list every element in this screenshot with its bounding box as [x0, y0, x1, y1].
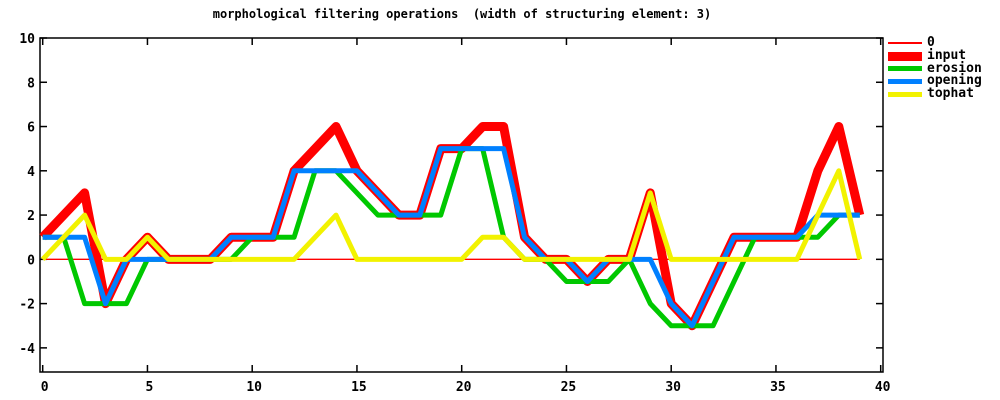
y-tick-label: 6 — [27, 121, 35, 136]
legend-item-erosion: erosion — [888, 62, 982, 75]
x-tick-label: 5 — [146, 380, 154, 395]
legend-label: tophat — [927, 86, 974, 102]
y-tick-label: 8 — [27, 76, 35, 91]
chart-title: morphological filtering operations (widt… — [212, 7, 712, 21]
legend-label: input — [927, 48, 967, 64]
series-input — [39, 122, 865, 331]
x-tick-label: 15 — [351, 380, 367, 395]
series-tophat — [40, 168, 863, 262]
legend: 0 input erosion opening tophat — [888, 35, 982, 102]
x-tick-label: 0 — [41, 380, 49, 395]
x-tick-label: 40 — [875, 380, 891, 395]
legend-label: 0 — [927, 35, 935, 51]
y-tick-label: 0 — [27, 253, 35, 268]
y-tick-label: -2 — [19, 298, 35, 313]
y-tick-label: 10 — [19, 32, 35, 47]
legend-swatch-tophat — [888, 91, 922, 97]
plot-border — [39, 37, 884, 373]
legend-item-0: 0 — [888, 35, 982, 51]
legend-swatch-opening — [888, 78, 922, 84]
legend-label: opening — [927, 73, 982, 89]
x-tick-label: 10 — [246, 380, 262, 395]
x-tick-label: 20 — [456, 380, 472, 395]
x-tick-label: 30 — [665, 380, 681, 395]
y-tick-label: -4 — [19, 342, 35, 357]
y-tick-label: 4 — [27, 165, 35, 180]
legend-swatch-erosion — [888, 66, 922, 72]
y-tick-label: 2 — [27, 209, 35, 224]
legend-swatch-0 — [888, 42, 922, 45]
x-tick-label: 25 — [561, 380, 577, 395]
legend-label: erosion — [927, 60, 982, 76]
x-tick-label: 35 — [770, 380, 786, 395]
legend-item-input: input — [888, 48, 982, 64]
legend-item-opening: opening — [888, 73, 982, 89]
legend-swatch-input — [888, 51, 922, 61]
legend-item-tophat: tophat — [888, 86, 982, 102]
